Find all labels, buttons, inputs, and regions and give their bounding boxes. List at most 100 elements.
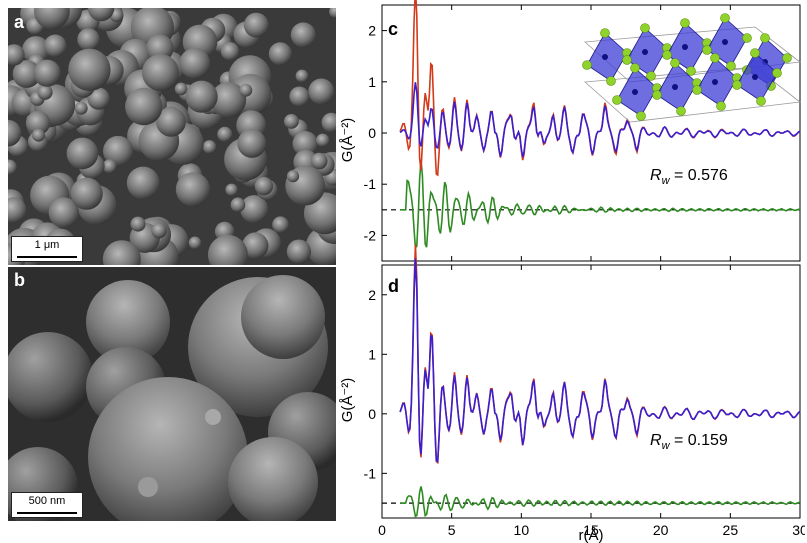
metal-atom (682, 44, 688, 50)
sem-particle (174, 82, 188, 96)
anion-atom (662, 50, 672, 60)
unit-cell-box-lower (584, 66, 802, 123)
x-tick-label: 5 (448, 522, 456, 538)
y-axis-label-c: G(Å⁻²) (339, 118, 356, 163)
sem-particle (237, 129, 267, 158)
sem-particle (22, 36, 50, 64)
metal-atom (752, 74, 758, 80)
x-tick-label: 15 (583, 522, 599, 538)
sem-particle (310, 152, 328, 170)
metal-atom (722, 39, 728, 45)
x-tick-label: 0 (378, 522, 386, 538)
sem-particle (316, 133, 330, 147)
anion-atom (760, 33, 770, 43)
rw-symbol-d: R (650, 432, 662, 449)
anion-atom (640, 23, 650, 33)
sem-particle (207, 234, 248, 265)
calculated-curve-c (399, 82, 801, 158)
sem-particle (43, 34, 67, 58)
sem-particle (8, 197, 27, 223)
sem-particle (185, 80, 218, 113)
anion-atom (676, 106, 686, 116)
x-tick-label: 10 (514, 522, 530, 538)
sem-particle (242, 232, 269, 259)
sem-particle (8, 44, 25, 66)
sem-particle (130, 216, 146, 232)
anion-atom (646, 71, 656, 81)
sem-image-a: a 1 μm (8, 8, 336, 265)
y-tick-label-d: 1 (368, 346, 376, 362)
sem-particle (179, 48, 211, 79)
rw-subscript-d: w (662, 440, 671, 452)
sem-particle (31, 128, 45, 142)
y-tick-label-c: 0 (368, 125, 376, 141)
anion-atom (692, 85, 702, 95)
sem-particle (286, 170, 300, 183)
sem-particle (272, 216, 289, 233)
anion-atom (702, 45, 712, 55)
difference-curve-d (400, 486, 800, 518)
anion-atom (756, 96, 766, 106)
sem-particle (37, 84, 53, 100)
panel-label-d: d (388, 276, 399, 296)
anion-atom (630, 63, 640, 73)
sem-particle (102, 240, 141, 265)
anion-atom (636, 111, 646, 121)
panel-label-a: a (14, 12, 25, 32)
y-tick-label-d: 2 (368, 287, 376, 303)
anion-atom (652, 90, 662, 100)
anion-atom (772, 68, 782, 78)
y-tick-label-c: -1 (364, 176, 377, 192)
sem-particle (33, 59, 61, 87)
rw-label-c: Rw = 0.576 (650, 167, 728, 187)
anion-atom (726, 61, 736, 71)
sem-particle (87, 8, 115, 22)
sem-particle (217, 126, 233, 142)
anion-atom (720, 13, 730, 23)
sem-particle (329, 8, 336, 18)
anion-atom (742, 33, 752, 43)
metal-atom (642, 49, 648, 55)
scale-bar-b: 500 nm (11, 492, 83, 518)
sem-particle (125, 87, 163, 126)
y-tick-label-d: 0 (368, 406, 376, 422)
sem-particle (102, 159, 117, 174)
rw-value-c: = 0.576 (670, 167, 728, 184)
sem-particle (175, 172, 210, 207)
x-tick-label: 25 (723, 522, 739, 538)
x-axis-label: r(Å) (579, 527, 604, 543)
difference-curve-c (400, 160, 800, 250)
rw-label-d: Rw = 0.159 (650, 432, 728, 452)
scale-bar-line-a (17, 256, 77, 258)
crystal-structure-inset (582, 13, 802, 123)
scale-bar-label-b: 500 nm (28, 495, 66, 507)
panel-label-b: b (14, 270, 25, 290)
y-tick-label-c: 1 (368, 74, 376, 90)
sem-particle (126, 166, 160, 200)
scale-bar-label-a: 1 μm (34, 239, 60, 251)
anion-atom (710, 53, 720, 63)
sem-image-b: b 500 nm (8, 267, 336, 521)
anion-atom (732, 80, 742, 90)
sem-particle (66, 137, 99, 170)
sem-particle (188, 236, 202, 250)
sem-particle (12, 60, 41, 88)
rw-value-d: = 0.159 (670, 432, 728, 449)
anion-atom (680, 18, 690, 28)
y-tick-label-c: -2 (364, 227, 377, 243)
anion-atom (622, 55, 632, 65)
sem-particle (202, 140, 217, 154)
metal-atom (632, 89, 638, 95)
sem-particle (210, 82, 247, 118)
metal-atom (602, 54, 608, 60)
scale-bar-a: 1 μm (11, 236, 83, 262)
y-axis-label-d: G(Å⁻²) (339, 378, 356, 423)
y-tick-label-d: -1 (364, 465, 377, 481)
metal-atom (672, 84, 678, 90)
sem-particle (8, 159, 17, 175)
sem-particle (239, 83, 253, 97)
sem-particle (48, 197, 79, 228)
sem-particle (77, 28, 100, 51)
sem-particle (289, 86, 310, 107)
